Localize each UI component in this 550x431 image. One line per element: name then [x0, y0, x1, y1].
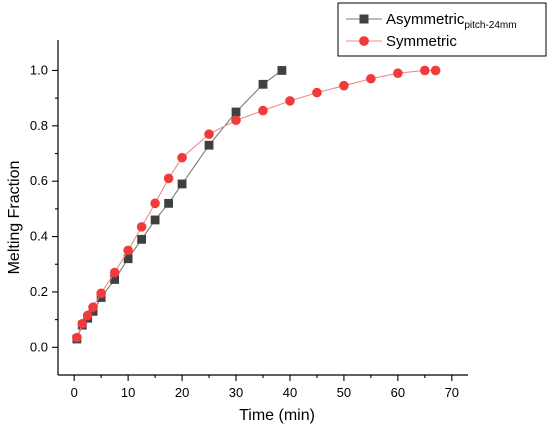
- series-1-point: [420, 65, 430, 76]
- series-1-point: [430, 65, 441, 76]
- series-1-point: [163, 173, 174, 184]
- y-axis-title: Melting Fraction: [6, 161, 23, 275]
- y-tick-label: 0.0: [30, 339, 48, 354]
- x-tick-label: 10: [121, 385, 135, 400]
- series-1-point: [82, 310, 93, 321]
- x-tick-label: 30: [229, 385, 243, 400]
- x-tick-label: 70: [445, 385, 459, 400]
- x-tick-label: 50: [337, 385, 351, 400]
- legend-marker-1: [359, 36, 369, 46]
- series-1-point: [109, 267, 120, 278]
- series-1-point: [123, 245, 133, 256]
- series-1-point: [150, 198, 160, 209]
- series-1-point: [312, 87, 322, 98]
- legend-label-0-subscript: pitch-24mm: [464, 20, 516, 31]
- series-1-point: [72, 332, 82, 343]
- series-line-1: [76, 69, 436, 338]
- series-0-point: [231, 107, 241, 117]
- legend-marker-0: [359, 14, 369, 24]
- series-1-point: [285, 96, 295, 106]
- series-layer: [72, 65, 441, 344]
- series-0-point: [204, 140, 214, 150]
- legend-box: [337, 2, 547, 57]
- series-0-point: [277, 66, 287, 75]
- y-tick-label: 0.4: [30, 229, 48, 244]
- series-1-point: [96, 288, 106, 299]
- series-1-point: [204, 129, 214, 139]
- x-tick-label: 0: [71, 385, 78, 400]
- y-tick-label: 0.2: [30, 284, 48, 299]
- series-1-point: [258, 105, 268, 116]
- axes-layer: 0 10 20 30 40 50 60 70 0.0 0.2 0.4 0.6 0.8 1.0 Time (m…: [6, 40, 468, 424]
- series-1-point: [366, 73, 376, 84]
- series-0-point: [258, 79, 268, 89]
- series-0-point: [177, 179, 187, 189]
- legend: Asymmetricpitch-24mm Symmetric: [337, 2, 547, 57]
- x-axis-title: Time (min): [239, 407, 315, 424]
- series-0-point: [150, 215, 160, 225]
- legend-label-0-main: Asymmetric: [386, 11, 465, 28]
- series-1-point: [77, 318, 88, 329]
- series-1-point: [231, 115, 241, 126]
- series-1-point: [88, 302, 98, 312]
- y-tick-label: 1.0: [30, 62, 48, 77]
- series-0-point: [137, 234, 147, 244]
- series-1-point: [339, 80, 349, 91]
- x-tick-label: 40: [283, 385, 297, 400]
- series-1-point: [136, 222, 147, 232]
- legend-label-1-main: Symmetric: [386, 33, 457, 50]
- series-1-point: [177, 152, 187, 163]
- series-1-point: [393, 68, 403, 79]
- legend-label-0: Asymmetricpitch-24mm: [386, 11, 517, 31]
- legend-label-1: Symmetric: [386, 33, 457, 50]
- series-0-point: [164, 198, 173, 208]
- y-tick-label: 0.8: [30, 118, 48, 133]
- x-tick-label: 20: [175, 385, 189, 400]
- y-tick-label: 0.6: [30, 173, 48, 188]
- x-tick-label: 60: [391, 385, 405, 400]
- series-line-0: [76, 70, 283, 340]
